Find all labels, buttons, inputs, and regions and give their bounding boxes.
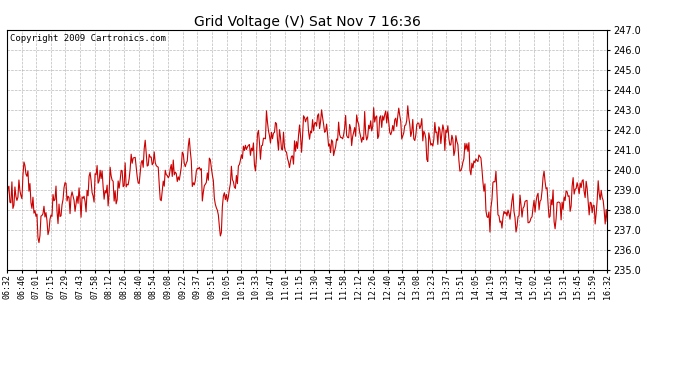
Text: Copyright 2009 Cartronics.com: Copyright 2009 Cartronics.com bbox=[10, 34, 166, 43]
Title: Grid Voltage (V) Sat Nov 7 16:36: Grid Voltage (V) Sat Nov 7 16:36 bbox=[194, 15, 420, 29]
